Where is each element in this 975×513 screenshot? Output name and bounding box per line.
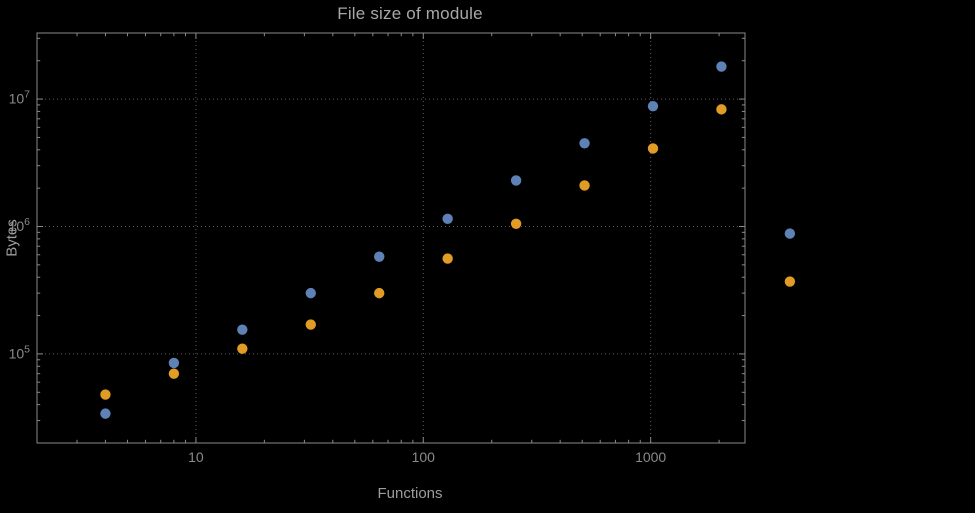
data-point-series-orange: [784, 276, 796, 287]
data-point-series-orange: [168, 368, 180, 379]
data-point-series-blue: [716, 61, 727, 72]
data-point-series-orange: [647, 143, 659, 154]
x-tick-label: 100: [412, 449, 436, 465]
data-point-series-blue: [647, 100, 659, 112]
data-point-series-blue: [100, 408, 111, 419]
x-tick-label: 10: [188, 449, 204, 465]
data-point-series-orange: [100, 389, 111, 400]
y-tick-label: 105: [9, 343, 31, 361]
data-point-series-blue: [237, 324, 248, 335]
data-point-series-orange: [579, 180, 590, 191]
data-point-series-orange: [442, 253, 453, 264]
data-point-series-orange: [374, 287, 385, 299]
data-point-series-orange: [510, 218, 522, 230]
x-axis-label: Functions: [377, 485, 443, 502]
data-point-series-blue: [168, 357, 180, 369]
data-point-series-blue: [374, 251, 385, 262]
data-point-series-blue: [579, 138, 590, 149]
y-tick-label: 106: [9, 216, 31, 234]
data-point-series-orange: [716, 104, 727, 115]
data-point-series-blue: [442, 213, 453, 224]
x-tick-label: 1000: [635, 449, 666, 465]
data-point-series-blue: [784, 228, 796, 239]
data-point-series-blue: [305, 287, 316, 299]
y-tick-label: 107: [9, 89, 31, 107]
data-point-series-blue: [510, 175, 522, 186]
chart-title: File size of module: [337, 4, 483, 23]
y-axis-label: Bytes: [3, 219, 21, 257]
data-point-series-orange: [305, 319, 316, 330]
plot-frame: [36, 32, 746, 444]
data-point-series-orange: [237, 343, 248, 354]
